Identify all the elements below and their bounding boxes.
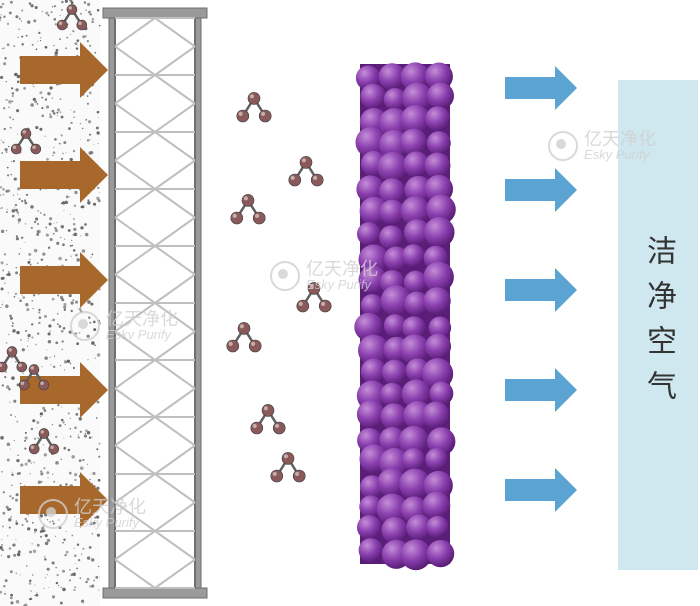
clean-air-label: 洁净空气 — [636, 235, 680, 415]
watermark-sub: Esky Purify — [584, 148, 656, 161]
watermark-main: 亿天净化 — [74, 498, 146, 516]
watermark-sub: Esky Purify — [74, 516, 146, 529]
media-bed — [354, 62, 455, 570]
watermark-icon — [70, 311, 100, 341]
watermark-main: 亿天净化 — [306, 260, 378, 278]
watermark: 亿天净化Esky Purify — [548, 130, 656, 161]
watermark-icon — [38, 499, 68, 529]
watermark: 亿天净化Esky Purify — [38, 498, 146, 529]
watermark-main: 亿天净化 — [584, 130, 656, 148]
watermark-icon — [548, 131, 578, 161]
watermark-main: 亿天净化 — [106, 310, 178, 328]
watermark-sub: Esky Purify — [306, 278, 378, 291]
diagram-stage: 洁净空气 亿天净化Esky Purify亿天净化Esky Purify亿天净化E… — [0, 0, 700, 606]
watermark: 亿天净化Esky Purify — [70, 310, 178, 341]
watermark-sub: Esky Purify — [106, 328, 178, 341]
watermark: 亿天净化Esky Purify — [270, 260, 378, 291]
watermark-icon — [270, 261, 300, 291]
